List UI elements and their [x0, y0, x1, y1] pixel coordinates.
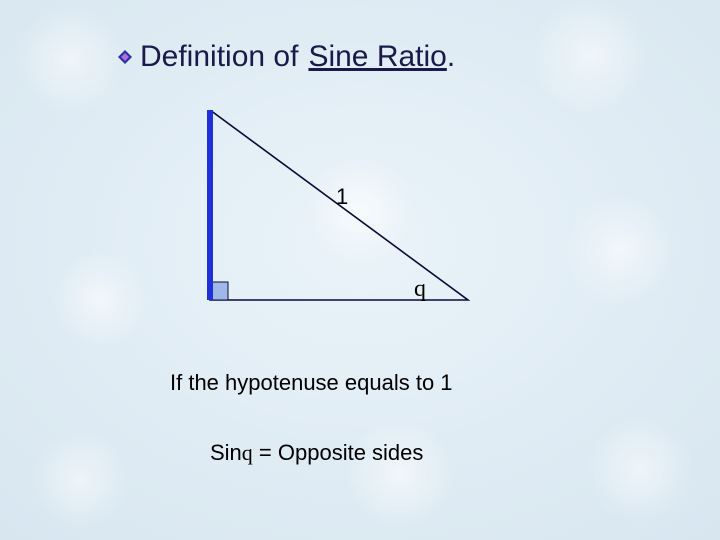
hypotenuse-label: 1	[336, 184, 348, 210]
title-term: Sine Ratio	[308, 40, 446, 73]
right-triangle-diagram	[198, 110, 478, 310]
title-dot: .	[447, 40, 455, 73]
sine-formula: Sinq = Opposite sides	[210, 440, 423, 466]
diamond-bullet-icon	[118, 50, 132, 64]
triangle-svg	[198, 110, 478, 310]
slide-title-row: Definition of Sine Ratio.	[118, 40, 455, 74]
title-prefix: Definition of	[140, 40, 298, 74]
caption-text: If the hypotenuse equals to 1	[170, 370, 453, 396]
slide-title: Definition of Sine Ratio.	[140, 40, 455, 74]
formula-sin: Sin	[210, 440, 242, 465]
angle-theta-label: q	[414, 276, 426, 303]
formula-rhs: = Opposite sides	[253, 440, 424, 465]
formula-theta: q	[242, 440, 253, 465]
